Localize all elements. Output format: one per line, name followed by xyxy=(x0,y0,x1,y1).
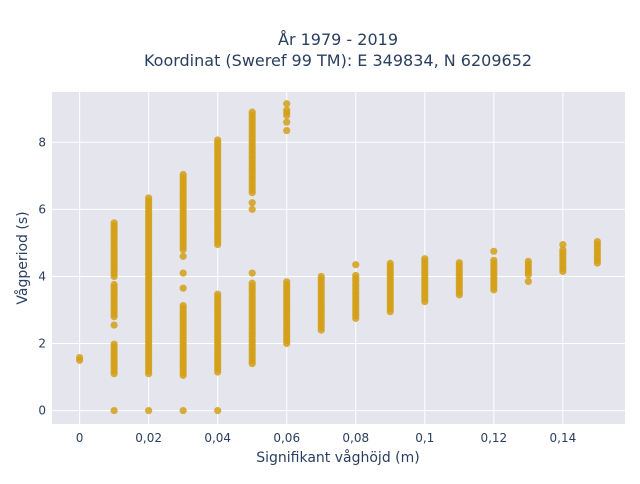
y-tick-label: 6 xyxy=(38,202,46,216)
y-tick-label: 4 xyxy=(38,269,46,283)
data-point xyxy=(455,259,463,267)
y-tick-label: 2 xyxy=(38,337,46,351)
data-point xyxy=(248,269,256,277)
data-point xyxy=(179,302,187,310)
x-tick-label: 0,02 xyxy=(135,431,162,445)
data-point xyxy=(524,277,532,286)
data-point xyxy=(490,247,498,255)
data-point xyxy=(179,269,187,277)
data-point xyxy=(248,199,256,207)
tick-layer: 0 0,02 0,04 0,06 0,08 0,1 0,12 0,14 0 2 4 6 8 xyxy=(38,135,576,445)
data-point xyxy=(283,278,291,286)
x-axis-label: Signifikant våghöjd (m) xyxy=(256,449,419,466)
data-point xyxy=(145,194,153,202)
data-point xyxy=(283,118,291,126)
x-tick-label: 0,04 xyxy=(204,431,231,445)
data-point xyxy=(559,240,567,249)
data-point xyxy=(214,290,222,298)
data-point xyxy=(110,340,118,348)
data-point xyxy=(283,100,291,108)
x-tick-label: 0,12 xyxy=(480,431,507,445)
data-point xyxy=(179,284,187,292)
data-point xyxy=(145,406,153,415)
data-point xyxy=(76,354,84,362)
data-point xyxy=(110,321,118,329)
y-tick-label: 0 xyxy=(38,404,46,418)
data-point xyxy=(214,136,222,144)
chart-title-line2: Koordinat (Sweref 99 TM): E 349834, N 62… xyxy=(144,51,532,70)
data-point xyxy=(386,259,394,267)
data-point xyxy=(524,257,532,265)
data-point xyxy=(593,237,601,246)
data-point xyxy=(283,126,291,135)
data-point xyxy=(317,272,325,281)
data-point xyxy=(110,280,118,289)
data-point xyxy=(352,261,360,269)
data-point xyxy=(179,406,187,415)
data-point xyxy=(179,170,187,179)
x-tick-label: 0,1 xyxy=(415,431,434,445)
data-point xyxy=(179,252,187,260)
data-point xyxy=(490,256,498,264)
data-point xyxy=(214,406,222,415)
y-tick-label: 8 xyxy=(38,135,46,149)
data-point xyxy=(110,219,118,227)
plot-area xyxy=(52,92,625,424)
data-point xyxy=(110,406,118,415)
data-point xyxy=(248,279,256,287)
x-tick-label: 0,08 xyxy=(342,431,369,445)
chart-title-line1: År 1979 - 2019 xyxy=(278,30,398,49)
data-point xyxy=(352,271,360,280)
x-tick-label: 0,06 xyxy=(273,431,300,445)
data-point xyxy=(421,255,429,263)
data-point xyxy=(248,108,256,116)
x-tick-label: 0 xyxy=(76,431,84,445)
data-point xyxy=(248,205,256,213)
data-point xyxy=(559,246,567,254)
marker-layer xyxy=(76,100,601,415)
y-axis-label: Vågperiod (s) xyxy=(14,211,31,304)
data-point xyxy=(283,106,291,114)
x-tick-label: 0,14 xyxy=(550,431,577,445)
